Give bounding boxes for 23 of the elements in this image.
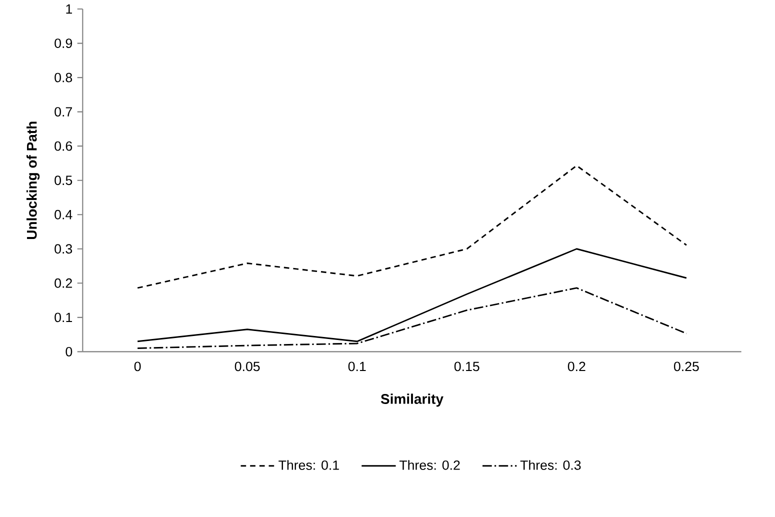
y-tick-label: 1 [66, 4, 72, 14]
y-tick-label: 0.6 [54, 141, 72, 151]
x-tick-label: 0.2 [568, 362, 586, 372]
y-axis-title: Unlocking of Path [26, 122, 40, 240]
line-series [136, 164, 688, 289]
legend-label: Thres: 0.3 [520, 460, 581, 470]
x-tick-label: 0.05 [234, 362, 260, 372]
y-tick-label: 0.7 [54, 107, 72, 117]
legend-label: Thres: 0.2 [399, 460, 460, 470]
legend-label: Thres: 0.1 [278, 460, 339, 470]
y-tick-label: 0.8 [54, 72, 72, 82]
y-tick-label: 0.5 [54, 176, 72, 186]
x-tick-label: 0.15 [454, 362, 480, 372]
x-axis-title: Similarity [380, 394, 444, 407]
y-tick-label: 0.4 [54, 210, 72, 220]
x-tick-label: 0.25 [674, 362, 699, 372]
y-tick-label: 0.2 [54, 278, 72, 288]
y-tick-label: 0.9 [54, 38, 72, 48]
y-tick-label: 0 [66, 346, 72, 356]
y-tick-label: 0.1 [54, 312, 72, 322]
x-tick-label: 0 [134, 362, 141, 372]
y-tick-label: 0.3 [54, 244, 72, 254]
x-tick-label: 0.1 [348, 362, 366, 372]
